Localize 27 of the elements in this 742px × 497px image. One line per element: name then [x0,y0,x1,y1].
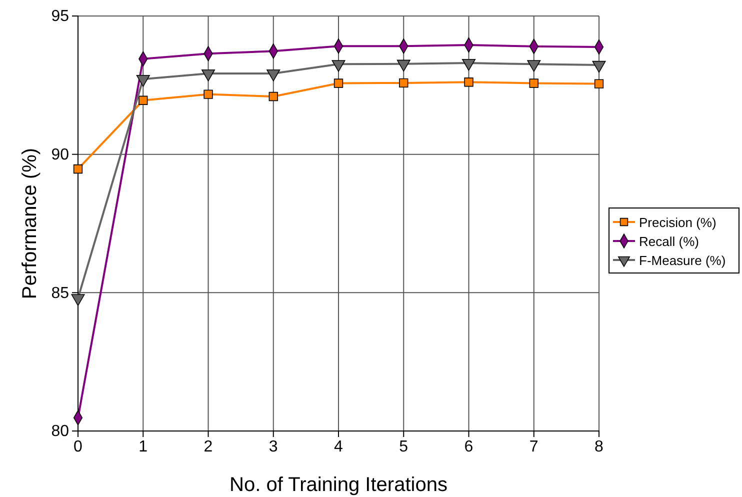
x-tick-label: 5 [399,438,408,456]
y-tick-label: 90 [51,146,70,164]
point [594,79,604,88]
legend-label: F-Measure (%) [639,253,726,268]
point [138,96,148,105]
point [529,78,538,88]
point [268,92,278,102]
x-tick-label: 4 [334,438,344,456]
point [399,78,408,88]
point [464,78,474,87]
y-tick-label: 85 [51,284,70,302]
y-axis-title: Performance (%) [19,148,41,300]
x-tick-label: 3 [268,438,278,456]
x-tick-label: 0 [74,438,83,456]
y-tick-label: 80 [51,423,70,440]
y-tick-label: 95 [51,8,70,26]
point [334,78,344,88]
legend-label: Recall (%) [639,234,699,249]
x-tick-label: 6 [464,438,474,456]
x-tick-label: 2 [204,438,213,456]
x-tick-label: 8 [594,438,604,456]
x-tick-label: 7 [529,438,538,456]
legend-label: Precision (%) [639,215,716,230]
point [204,90,213,99]
point [73,164,83,174]
x-axis-title: No. of Training Iterations [230,474,448,496]
x-tick-label: 1 [138,438,148,456]
